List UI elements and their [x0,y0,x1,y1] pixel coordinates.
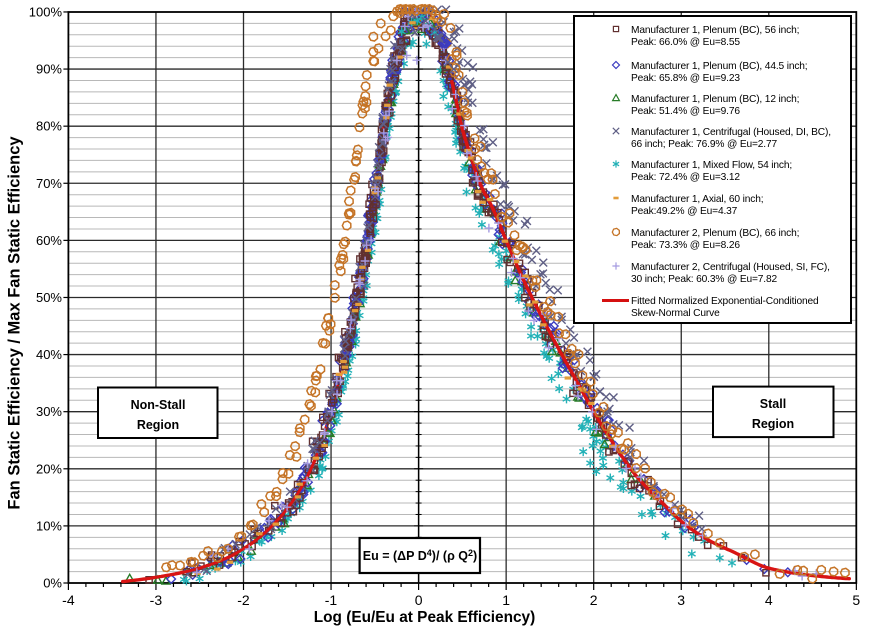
svg-text:Eu = (ΔP D4)/ (ρ Q2): Eu = (ΔP D4)/ (ρ Q2) [363,548,477,563]
svg-text:2: 2 [590,592,598,608]
svg-text:Peak: 51.4% @ Eu=9.76: Peak: 51.4% @ Eu=9.76 [631,106,740,117]
svg-text:-3: -3 [150,592,163,608]
svg-text:-2: -2 [237,592,250,608]
svg-text:3: 3 [677,592,685,608]
svg-text:Skew-Normal Curve: Skew-Normal Curve [631,308,720,319]
svg-text:Fitted Normalized Exponential-: Fitted Normalized Exponential-Conditione… [631,296,819,307]
svg-text:Peak: 72.4% @ Eu=3.12: Peak: 72.4% @ Eu=3.12 [631,172,740,183]
svg-text:Manufacturer 2, Centrifugal (H: Manufacturer 2, Centrifugal (Housed, SI,… [631,262,830,273]
svg-text:40%: 40% [36,347,62,362]
svg-text:66 inch; Peak: 76.9% @ Eu=2.77: 66 inch; Peak: 76.9% @ Eu=2.77 [631,139,778,150]
svg-text:Peak: 65.8% @ Eu=9.23: Peak: 65.8% @ Eu=9.23 [631,73,740,84]
svg-text:70%: 70% [36,176,62,191]
svg-text:50%: 50% [36,290,62,305]
svg-text:Manufacturer 1, Axial, 60 inch: Manufacturer 1, Axial, 60 inch; [631,194,763,205]
svg-text:Manufacturer 1, Plenum (BC), 5: Manufacturer 1, Plenum (BC), 56 inch; [631,25,799,36]
svg-text:1: 1 [502,592,510,608]
svg-text:Manufacturer 1, Plenum (BC), 4: Manufacturer 1, Plenum (BC), 44.5 inch; [631,61,807,72]
svg-text:Peak: 66.0% @ Eu=8.55: Peak: 66.0% @ Eu=8.55 [631,37,740,48]
svg-text:Region: Region [137,418,179,432]
svg-text:5: 5 [852,592,860,608]
svg-text:80%: 80% [36,119,62,134]
svg-text:Manufacturer 1, Plenum (BC), 1: Manufacturer 1, Plenum (BC), 12 inch; [631,94,799,105]
svg-text:0: 0 [415,592,423,608]
svg-text:Fan Static Efficiency / Max Fa: Fan Static Efficiency / Max Fan Static E… [6,136,24,510]
svg-text:20%: 20% [36,461,62,476]
svg-text:Non-Stall: Non-Stall [131,398,186,412]
svg-text:0%: 0% [43,576,62,591]
svg-text:4: 4 [765,592,773,608]
svg-text:30 inch; Peak: 60.3% @ Eu=7.82: 30 inch; Peak: 60.3% @ Eu=7.82 [631,274,778,285]
svg-text:100%: 100% [29,5,63,20]
svg-text:30%: 30% [36,404,62,419]
svg-text:Manufacturer 2, Plenum (BC), 6: Manufacturer 2, Plenum (BC), 66 inch; [631,228,799,239]
svg-text:Peak: 73.3% @ Eu=8.26: Peak: 73.3% @ Eu=8.26 [631,240,740,251]
svg-text:Peak:49.2% @ Eu=4.37: Peak:49.2% @ Eu=4.37 [631,206,738,217]
svg-text:Log (Eu/Eu at Peak Efficiency): Log (Eu/Eu at Peak Efficiency) [314,609,536,626]
svg-text:Stall: Stall [760,397,786,411]
svg-text:Manufacturer 1, Mixed Flow, 54: Manufacturer 1, Mixed Flow, 54 inch; [631,160,792,171]
svg-text:-1: -1 [325,592,338,608]
svg-text:90%: 90% [36,62,62,77]
svg-text:Region: Region [752,417,794,431]
svg-text:60%: 60% [36,233,62,248]
svg-text:Manufacturer 1, Centrifugal (H: Manufacturer 1, Centrifugal (Housed, DI,… [631,127,831,138]
svg-text:-4: -4 [62,592,75,608]
svg-text:10%: 10% [36,518,62,533]
